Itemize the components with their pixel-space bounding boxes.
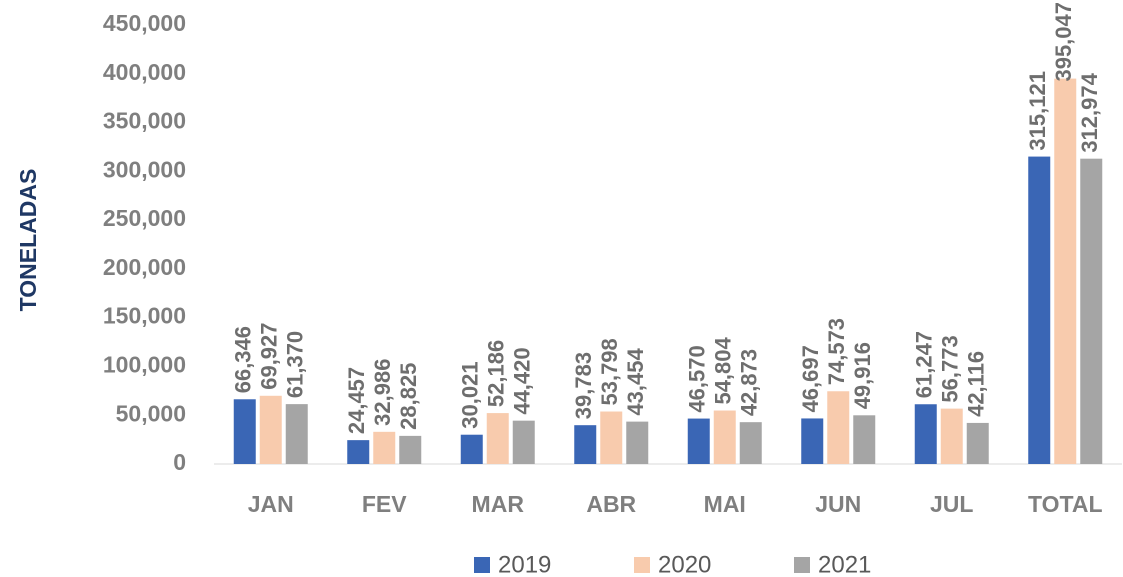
y-tick-label: 0 [173, 449, 186, 475]
bar [827, 391, 850, 464]
legend-label: 2021 [818, 551, 871, 577]
x-tick-label: TOTAL [1028, 491, 1103, 517]
bar [966, 422, 989, 464]
legend-label: 2020 [658, 551, 711, 577]
value-label: 39,783 [571, 352, 596, 419]
value-label: 24,457 [344, 367, 369, 434]
legend-swatch [634, 557, 650, 573]
y-tick-label: 100,000 [103, 352, 186, 378]
bar [486, 413, 509, 464]
bar [460, 434, 483, 464]
value-label: 69,927 [257, 322, 282, 389]
value-label: 74,573 [824, 318, 849, 385]
bar [574, 425, 597, 464]
bar [347, 440, 370, 464]
value-label: 52,186 [484, 340, 509, 407]
bar [1028, 156, 1051, 464]
x-tick-label: MAI [704, 491, 746, 517]
bar [801, 418, 824, 464]
bar [399, 435, 422, 464]
legend-swatch [474, 557, 490, 573]
x-tick-label: FEV [362, 491, 407, 517]
bar [914, 404, 937, 464]
value-label: 61,370 [283, 331, 308, 398]
y-tick-label: 300,000 [103, 156, 186, 182]
y-tick-label: 400,000 [103, 59, 186, 85]
bar [626, 421, 649, 464]
value-label: 315,121 [1025, 71, 1050, 151]
value-label: 53,798 [597, 338, 622, 405]
x-tick-label: JUN [815, 491, 861, 517]
value-label: 61,247 [912, 331, 937, 398]
bar [1054, 78, 1077, 464]
y-tick-label: 150,000 [103, 303, 186, 329]
value-label: 54,804 [711, 336, 736, 404]
bar [233, 399, 256, 464]
bar [1080, 158, 1103, 465]
bar [853, 415, 876, 464]
y-tick-label: 250,000 [103, 205, 186, 231]
value-label: 312,974 [1077, 72, 1102, 152]
value-label: 32,986 [370, 359, 395, 426]
value-label: 49,916 [850, 342, 875, 409]
y-tick-label: 50,000 [116, 400, 186, 426]
y-tick-label: 350,000 [103, 108, 186, 134]
bar [600, 411, 623, 464]
value-label: 56,773 [938, 335, 963, 402]
legend-swatch [794, 557, 810, 573]
x-tick-label: JUL [930, 491, 973, 517]
value-label: 66,346 [231, 326, 256, 393]
x-tick-label: MAR [472, 491, 525, 517]
legend-label: 2019 [498, 551, 551, 577]
x-tick-label: ABR [586, 491, 636, 517]
value-label: 28,825 [396, 363, 421, 430]
bar [687, 418, 710, 464]
value-label: 42,116 [964, 351, 989, 417]
value-label: 46,697 [798, 345, 823, 412]
bar [739, 422, 762, 464]
y-axis-title: TONELADAS [15, 169, 41, 312]
value-label: 46,570 [685, 345, 710, 412]
bar [713, 410, 736, 464]
bar [373, 431, 396, 464]
bar [259, 395, 282, 464]
bar [940, 408, 963, 464]
y-tick-label: 450,000 [103, 10, 186, 36]
value-label: 42,873 [737, 349, 762, 416]
value-label: 395,047 [1051, 2, 1076, 82]
bar [512, 420, 535, 464]
x-tick-label: JAN [248, 491, 294, 517]
y-tick-label: 200,000 [103, 254, 186, 280]
value-label: 43,454 [623, 348, 648, 416]
value-label: 44,420 [510, 347, 535, 414]
value-label: 30,021 [458, 361, 483, 428]
bar [285, 404, 308, 464]
